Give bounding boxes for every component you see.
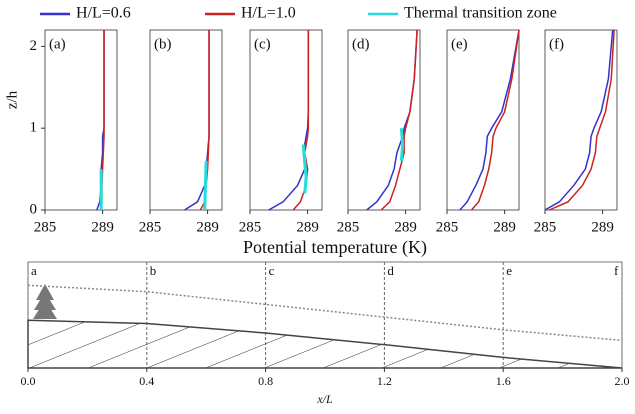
panel-label: (e) <box>451 36 468 52</box>
y-tick-label: 2 <box>30 38 38 54</box>
x-tick-label: 0.8 <box>258 374 273 388</box>
x-axis-label: x/L <box>316 392 333 406</box>
x-tick-label: 285 <box>337 219 360 235</box>
station-label: d <box>387 263 394 278</box>
x-tick-label: 0.0 <box>21 374 36 388</box>
panel-frame <box>249 29 323 211</box>
panel-label: (d) <box>352 36 370 52</box>
panel-label: (f) <box>549 36 564 52</box>
panel-frame <box>544 29 618 211</box>
canopy-area <box>27 319 623 369</box>
x-tick-label: 285 <box>34 219 57 235</box>
x-tick-label: 289 <box>196 219 219 235</box>
station-label: c <box>269 263 275 278</box>
x-tick-label: 289 <box>296 219 319 235</box>
x-tick-label: 289 <box>493 219 516 235</box>
y-tick-label: 0 <box>30 201 38 217</box>
legend-label: H/L=0.6 <box>76 5 131 22</box>
station-label: e <box>506 263 512 278</box>
panel-label: (b) <box>154 36 172 52</box>
panel-frame <box>149 29 223 211</box>
x-tick-label: 285 <box>436 219 459 235</box>
x-tick-label: 285 <box>239 219 262 235</box>
y-axis-label: z/h <box>4 90 20 109</box>
profile-line <box>470 29 520 211</box>
panel-frame <box>446 29 520 211</box>
x-tick-label: 1.6 <box>496 374 511 388</box>
profile-line <box>301 144 308 194</box>
panel-label: (c) <box>254 36 271 52</box>
y-tick-label: 1 <box>30 120 38 136</box>
profile-line <box>399 128 405 162</box>
profile-line <box>459 29 520 211</box>
boundary-line <box>27 284 623 342</box>
panel-frame <box>347 29 421 211</box>
tree-icon <box>33 284 57 319</box>
x-tick-label: 289 <box>394 219 417 235</box>
x-tick-label: 289 <box>591 219 614 235</box>
x-tick-label: 2.0 <box>615 374 630 388</box>
x-axis-label: Potential temperature (K) <box>243 237 427 258</box>
profile-line <box>544 29 614 211</box>
x-tick-label: 0.4 <box>139 374 154 388</box>
panel-label: (a) <box>49 36 66 52</box>
station-label: a <box>31 263 37 278</box>
profile-line <box>380 29 418 211</box>
station-label: f <box>614 263 619 278</box>
profile-line <box>268 30 310 211</box>
legend-label: Thermal transition zone <box>404 5 557 22</box>
profile-line <box>292 30 310 211</box>
legend-label: H/L=1.0 <box>241 5 296 22</box>
x-tick-label: 285 <box>139 219 162 235</box>
x-tick-label: 285 <box>534 219 557 235</box>
station-label: b <box>150 263 157 278</box>
profile-line <box>366 29 418 211</box>
panel-frame <box>44 29 118 211</box>
x-tick-label: 289 <box>91 219 114 235</box>
profile-line <box>549 29 615 211</box>
profile-line <box>203 160 208 211</box>
x-tick-label: 1.2 <box>377 374 392 388</box>
